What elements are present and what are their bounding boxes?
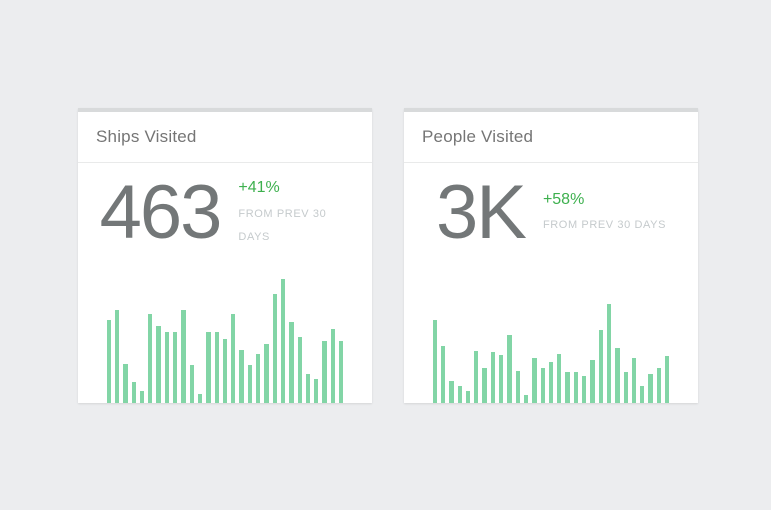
bar (565, 372, 570, 403)
bar (499, 355, 504, 403)
delta-percentage: +41% (238, 179, 280, 197)
stat-delta-block: +58% FROM PREV 30 DAYS (543, 189, 666, 237)
bar (507, 335, 512, 403)
bar (114, 310, 120, 403)
stat-value: 3K (435, 170, 527, 255)
bar (449, 381, 454, 403)
bar (665, 356, 670, 403)
bar (465, 391, 471, 403)
bar (339, 341, 344, 403)
bar (631, 358, 637, 403)
bar (173, 332, 178, 403)
bar (656, 368, 661, 403)
bar (582, 376, 587, 403)
bar (156, 326, 161, 403)
delta-period-label: FROM PREV 30 DAYS (542, 219, 667, 232)
card-title: Ships Visited (96, 127, 197, 146)
bar (490, 352, 496, 403)
bar (280, 279, 286, 403)
bar (305, 374, 311, 403)
sparkline-bar-chart (404, 277, 698, 403)
bar (247, 365, 253, 403)
bar (264, 344, 269, 403)
bar (515, 371, 520, 403)
bar (139, 391, 145, 403)
bar (164, 332, 170, 403)
bar (181, 310, 186, 403)
bar (222, 339, 228, 403)
bar (590, 360, 595, 403)
bar (131, 382, 136, 403)
bar (615, 348, 620, 403)
stat-delta-block: +41% FROM PREV 30 DAYS (238, 177, 350, 249)
card-accent-bar (78, 108, 372, 112)
bar (457, 386, 462, 403)
bar (314, 379, 319, 403)
bar (432, 320, 437, 403)
stat-cards-row: Ships Visited 463 +41% FROM PREV 30 DAYS… (78, 108, 698, 403)
stat-value: 463 (99, 170, 223, 255)
bar (189, 365, 194, 403)
bar (256, 354, 261, 403)
card-accent-bar (404, 108, 698, 112)
bar (231, 314, 236, 403)
card-header: Ships Visited (78, 112, 372, 163)
bar (606, 304, 612, 403)
bar (297, 337, 302, 403)
bar (532, 358, 537, 403)
stat-card-people-visited: People Visited 3K +58% FROM PREV 30 DAYS (404, 108, 698, 403)
bar (197, 394, 203, 403)
bar (239, 350, 244, 403)
stat-row: 463 +41% FROM PREV 30 DAYS (78, 175, 372, 251)
bar (557, 354, 562, 403)
bar (272, 294, 277, 403)
delta-percentage: +58% (542, 190, 585, 208)
stat-card-ships-visited: Ships Visited 463 +41% FROM PREV 30 DAYS (78, 108, 372, 403)
bar (330, 329, 335, 403)
bar (206, 332, 211, 403)
card-header: People Visited (404, 112, 698, 163)
bar (548, 362, 554, 403)
stat-row: 3K +58% FROM PREV 30 DAYS (404, 175, 698, 251)
bar (148, 314, 153, 403)
bar (573, 372, 579, 403)
bar (440, 346, 446, 403)
bar (623, 372, 628, 403)
bar (322, 341, 327, 403)
bar (523, 395, 529, 403)
bar (598, 330, 603, 403)
sparkline-bar-chart (78, 277, 372, 403)
bar (540, 368, 545, 403)
bar (482, 368, 487, 403)
bar (106, 320, 111, 403)
bar (214, 332, 219, 403)
bar (648, 374, 653, 403)
bar (123, 364, 128, 403)
bar (289, 322, 294, 403)
card-body: 3K +58% FROM PREV 30 DAYS (404, 163, 698, 403)
delta-period-label: FROM PREV 30 DAYS (238, 207, 327, 243)
card-title: People Visited (422, 127, 534, 146)
card-body: 463 +41% FROM PREV 30 DAYS (78, 163, 372, 403)
bar (474, 351, 479, 403)
bar (640, 386, 645, 403)
